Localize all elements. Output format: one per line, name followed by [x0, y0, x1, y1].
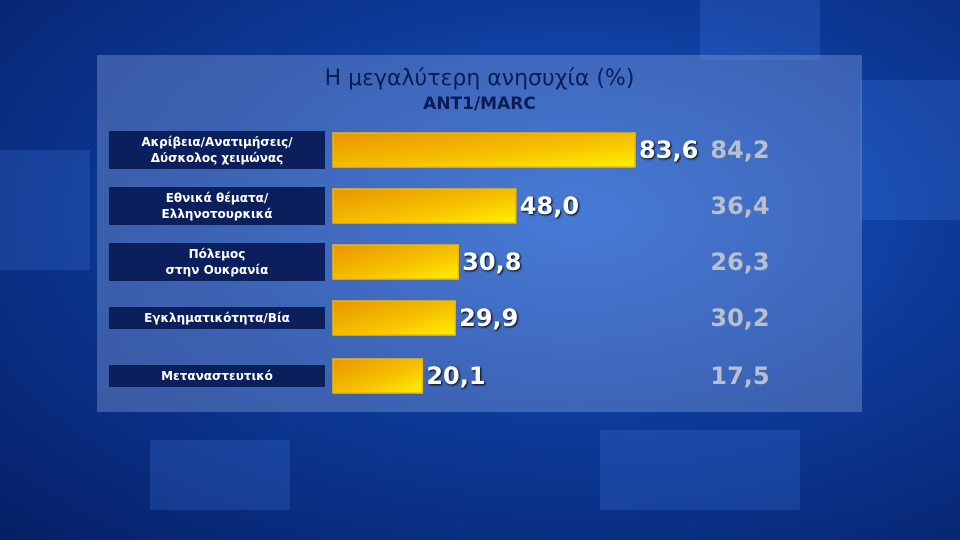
chart-subtitle: ANT1/MARC [423, 94, 536, 114]
category-label: Ακρίβεια/Ανατιμήσεις/ Δύσκολος χειμώνας [109, 131, 325, 169]
previous-value: 84,2 [710, 136, 770, 164]
value-label: 48,0 [519, 192, 580, 220]
bg-square [600, 430, 800, 510]
bar [332, 358, 424, 394]
value-label: 20,1 [426, 362, 486, 390]
category-label: Μεταναστευτικό [109, 365, 325, 387]
value-label: 83,6 [639, 136, 699, 164]
bg-square [0, 150, 90, 270]
value-label: 29,9 [459, 304, 519, 332]
panel [97, 55, 862, 412]
bg-square [860, 80, 960, 220]
category-label: Εγκληματικότητα/Βία [109, 307, 325, 329]
previous-value: 17,5 [710, 362, 770, 390]
chart-title: Η μεγαλύτερη ανησυχία (%) [324, 66, 635, 91]
previous-value: 30,2 [710, 304, 770, 332]
previous-value: 26,3 [710, 248, 770, 276]
category-label: Πόλεμος στην Ουκρανία [109, 243, 325, 281]
bar [332, 132, 636, 168]
bar [332, 244, 459, 280]
bar [332, 188, 517, 224]
bar [332, 300, 456, 336]
bg-square [150, 440, 290, 510]
value-label: 30,8 [462, 248, 522, 276]
bg-square [700, 0, 820, 60]
previous-value: 36,4 [710, 192, 770, 220]
category-label: Εθνικά θέματα/ Ελληνοτουρκικά [109, 187, 325, 225]
